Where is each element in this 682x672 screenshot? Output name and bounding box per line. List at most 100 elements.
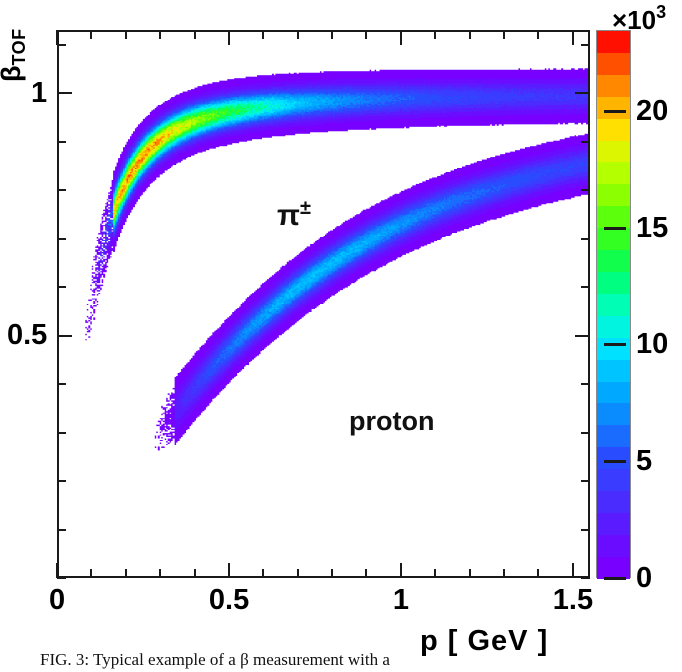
colorbar-label: 15	[636, 211, 669, 244]
y-axis-label: 1	[31, 76, 48, 109]
colorbar-band	[597, 271, 630, 294]
x-tick-top	[468, 30, 471, 39]
y-tick	[57, 431, 66, 434]
colorbar-band	[597, 425, 630, 448]
x-axis-label: 0	[49, 584, 66, 616]
colorbar-tick	[604, 110, 626, 114]
plot-frame: π± proton	[57, 30, 590, 578]
y-tick-right	[581, 189, 590, 192]
colorbar-exponent-label: ×103	[612, 2, 666, 36]
colorbar-band	[597, 140, 630, 163]
colorbar-band	[597, 52, 630, 75]
x-tick	[434, 569, 437, 578]
colorbar-band	[597, 293, 630, 316]
x-tick	[296, 569, 299, 578]
colorbar-band	[597, 556, 630, 579]
x-axis-label: 0.5	[208, 584, 250, 616]
x-tick	[331, 569, 334, 578]
y-tick	[57, 480, 66, 482]
y-tick-right	[581, 528, 590, 531]
x-tick	[537, 569, 540, 578]
x-tick-top	[193, 30, 196, 39]
y-tick	[57, 334, 72, 337]
x-tick	[56, 563, 58, 578]
y-tick-right	[581, 431, 590, 434]
y-tick	[57, 189, 66, 192]
colorbar-label: 20	[636, 95, 669, 128]
colorbar-band	[597, 491, 630, 513]
colorbar-tick	[604, 226, 626, 230]
y-tick	[57, 92, 72, 95]
y-tick	[57, 383, 66, 386]
y-tick	[57, 237, 66, 240]
y-tick-right	[581, 480, 590, 482]
colorbar-band	[597, 469, 630, 492]
x-tick-top	[159, 30, 162, 39]
y-axis-title-symbol: β	[0, 66, 26, 82]
x-tick	[571, 563, 574, 578]
x-tick-top	[571, 30, 574, 45]
heatmap-canvas	[59, 32, 588, 576]
y-tick-right	[575, 334, 590, 337]
x-tick	[124, 569, 127, 578]
y-tick	[57, 43, 66, 46]
colorbar-exponent-base: ×10	[612, 4, 657, 35]
y-axis-label: 0.5	[7, 319, 48, 352]
pion-symbol: π	[277, 199, 300, 232]
x-tick-top	[331, 30, 334, 39]
x-tick-top	[399, 30, 402, 45]
x-tick	[159, 569, 162, 578]
y-tick-right	[581, 237, 590, 240]
colorbar-wrap	[596, 30, 631, 579]
y-tick-right	[581, 286, 590, 289]
pion-charge-superscript: ±	[299, 197, 311, 219]
x-tick	[468, 569, 471, 578]
y-tick-right	[575, 92, 590, 95]
x-tick	[193, 569, 196, 578]
x-axis-label: 1.5	[552, 584, 594, 616]
x-tick-top	[434, 30, 437, 39]
y-tick-right	[581, 383, 590, 386]
x-tick-top	[365, 30, 368, 39]
colorbar-band	[597, 512, 630, 535]
colorbar-band	[597, 315, 630, 338]
colorbar-band	[597, 206, 630, 229]
y-axis-title: βTOF	[0, 22, 30, 82]
colorbar	[596, 30, 631, 579]
colorbar-label: 5	[636, 444, 653, 477]
colorbar-band	[597, 381, 630, 404]
heatmap-canvas-layer	[59, 32, 588, 576]
colorbar-label: 0	[636, 561, 653, 594]
colorbar-band	[597, 162, 630, 185]
x-tick	[90, 569, 93, 578]
x-tick	[503, 569, 506, 578]
y-tick	[57, 528, 66, 531]
y-tick	[57, 286, 66, 289]
colorbar-band	[597, 359, 630, 382]
x-tick-top	[503, 30, 506, 39]
x-tick	[262, 569, 265, 578]
x-tick-top	[56, 30, 58, 45]
y-axis-title-subscript: TOF	[9, 28, 30, 66]
x-tick	[399, 563, 402, 578]
x-tick-top	[124, 30, 127, 39]
colorbar-band	[597, 74, 630, 97]
colorbar-tick	[604, 343, 626, 347]
particle-label-pion: π±	[277, 197, 311, 233]
x-tick-top	[296, 30, 299, 39]
colorbar-band	[597, 118, 630, 141]
colorbar-band	[597, 403, 630, 426]
colorbar-band	[597, 184, 630, 207]
x-axis-title: p [ GeV ]	[420, 625, 549, 657]
colorbar-band	[597, 250, 630, 272]
colorbar-exponent-power: 3	[656, 2, 667, 22]
colorbar-band	[597, 96, 630, 119]
colorbar-band	[597, 31, 630, 53]
x-tick-top	[227, 30, 230, 45]
colorbar-band	[597, 228, 630, 251]
colorbar-band	[597, 534, 630, 557]
colorbar-band	[597, 447, 630, 470]
x-tick-top	[90, 30, 93, 39]
x-tick-top	[537, 30, 540, 39]
